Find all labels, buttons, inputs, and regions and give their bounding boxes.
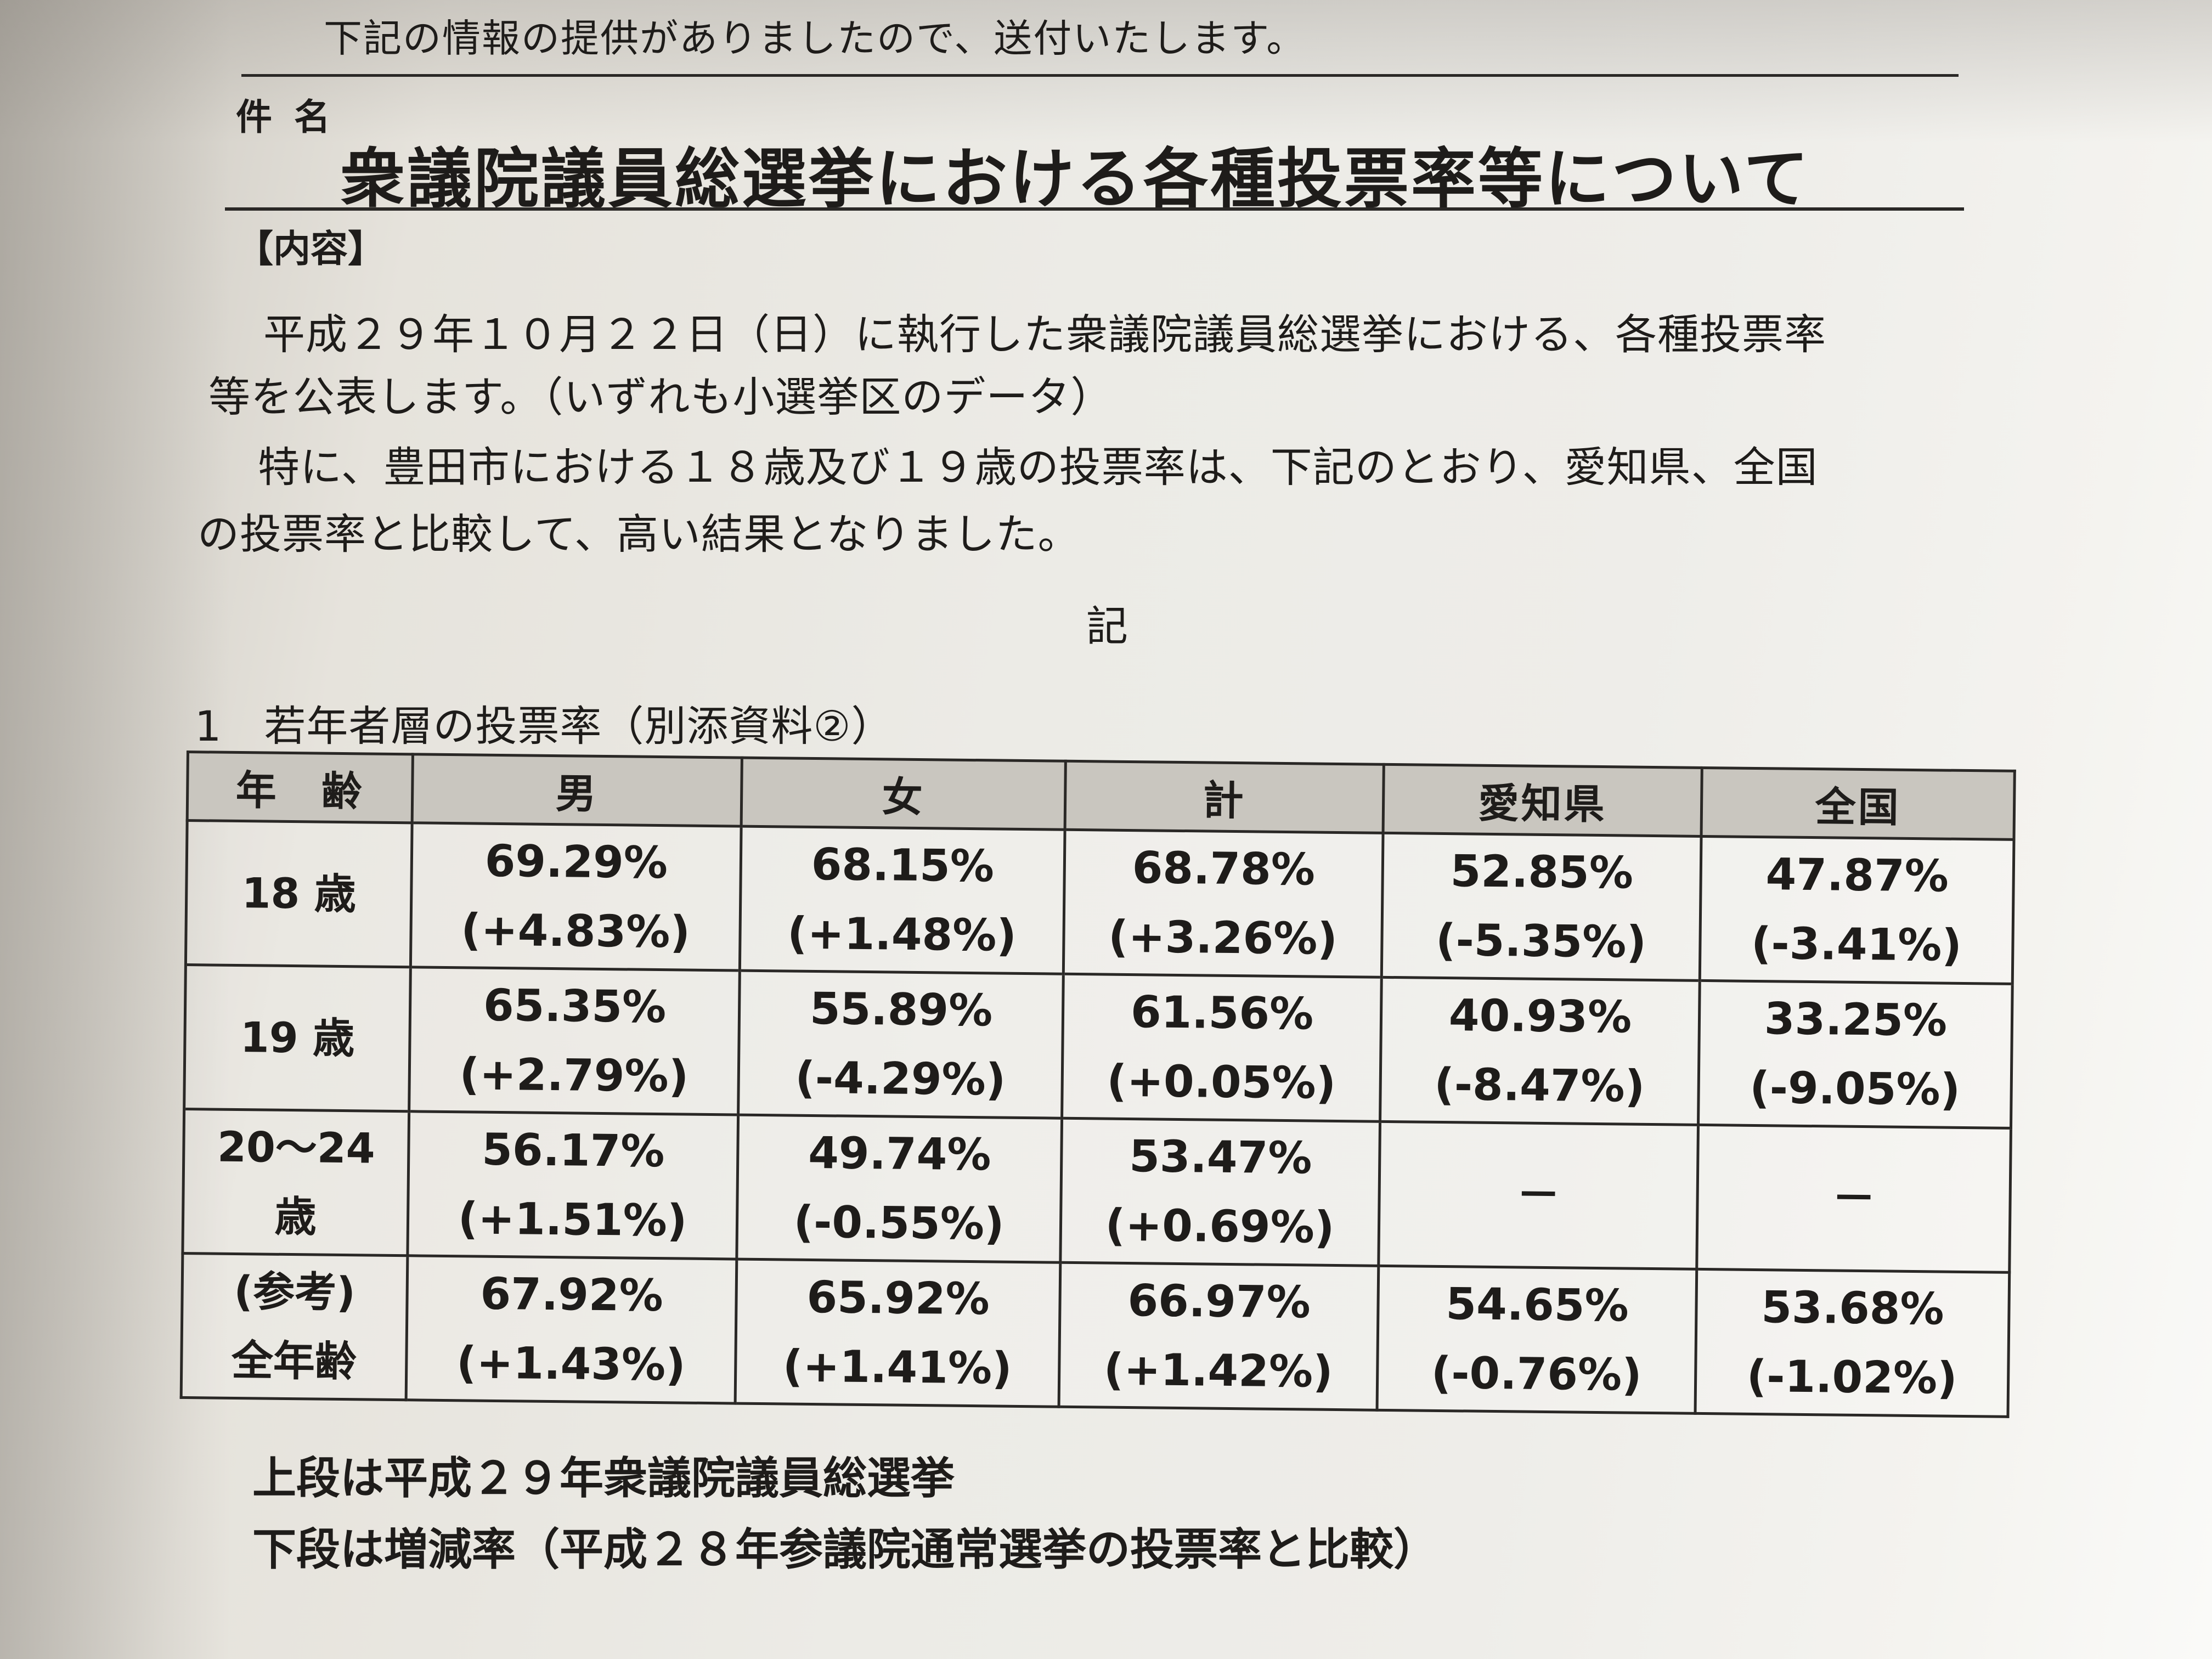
data-cell: 66.97% (+1.42%) [1059, 1262, 1379, 1410]
cell-change: (-5.35%) [1435, 914, 1647, 968]
paragraph-2-line-2: の投票率と比較して、高い結果となりました。 [198, 510, 1080, 558]
data-cell: 67.92% (+1.43%) [406, 1255, 737, 1404]
cell-change: (+2.79%) [459, 1048, 689, 1102]
cell-value: 54.65% [1445, 1278, 1629, 1331]
age-label-line-2: 全年齢 [231, 1335, 357, 1386]
table-row: 18 歳 69.29% (+4.83%) 68.15% (+1.48%) 68.78… [185, 820, 2014, 984]
cell-change: (+1.43%) [456, 1337, 686, 1391]
header-total: 計 [1065, 761, 1384, 833]
data-cell: 52.85% (-5.35%) [1381, 833, 1702, 981]
age-cell: 18 歳 [185, 820, 413, 967]
age-label: 18 歳 [241, 868, 357, 919]
cell-change: (-9.05%) [1749, 1062, 1961, 1115]
cell-change: (+0.05%) [1106, 1055, 1336, 1109]
table-row: (参考) 全年齢 67.92% (+1.43%) 65.92% (+1.41%) 6… [181, 1253, 2010, 1417]
cell-value: 67.92% [480, 1268, 664, 1322]
data-cell: 55.89% (-4.29%) [738, 970, 1064, 1119]
age-cell: 19 歳 [184, 964, 411, 1111]
cell-value: 65.92% [806, 1271, 990, 1325]
data-cell: 61.56% (+0.05%) [1062, 974, 1382, 1122]
cell-change: (-3.41%) [1751, 917, 1962, 971]
header-female: 女 [741, 758, 1066, 830]
note-lower-row: 下段は増減率（平成２８年参議院通常選挙の投票率と比較） [252, 1524, 1437, 1575]
data-cell: 53.47% (+0.69%) [1060, 1118, 1380, 1266]
cell-change: (+4.83%) [460, 904, 691, 958]
age-label: 19 歳 [240, 1013, 355, 1063]
cell-value: 52.85% [1450, 845, 1634, 899]
data-cell: 68.15% (+1.48%) [740, 826, 1065, 974]
cell-value: 68.15% [811, 838, 995, 892]
header-national: 全国 [1701, 768, 2015, 840]
data-cell: 53.68% (-1.02%) [1695, 1269, 2010, 1417]
notice-line: 下記の情報の提供がありましたので、送付いたします。 [324, 16, 1306, 61]
cell-change: (-0.76%) [1431, 1347, 1643, 1401]
cell-value: 33.25% [1764, 993, 1948, 1046]
cell-change: (+3.26%) [1108, 911, 1338, 964]
cell-change: (+1.48%) [787, 907, 1017, 961]
age-cell: (参考) 全年齢 [181, 1253, 408, 1400]
photo-shadow-top [0, 0, 2212, 143]
header-age: 年 齢 [187, 752, 413, 823]
cell-value: 53.68% [1760, 1282, 1945, 1335]
cell-change: (+1.42%) [1103, 1344, 1334, 1397]
paragraph-1-line-1: 平成２９年１０月２２日（日）に執行した衆議院議員総選挙における、各種投票率 [263, 310, 1826, 359]
section-1-title: 1 若年者層の投票率（別添資料②） [195, 702, 894, 751]
title-rule [225, 207, 1964, 211]
data-cell: 47.87% (-3.41%) [1700, 836, 2014, 984]
cell-value: 40.93% [1448, 990, 1632, 1043]
data-cell: 54.65% (-0.76%) [1377, 1266, 1697, 1414]
data-cell: 69.29% (+4.83%) [410, 822, 742, 971]
cell-value: 56.17% [481, 1124, 665, 1177]
data-cell: 33.25% (-9.05%) [1698, 980, 2013, 1128]
content-heading: 【内容】 [236, 228, 386, 271]
age-label-line-2: 歳 [274, 1192, 317, 1242]
data-cell: 65.92% (+1.41%) [735, 1259, 1060, 1407]
subject-title: 衆議院議員総選挙における各種投票率等について [340, 141, 1811, 217]
cell-change: (-4.29%) [794, 1052, 1006, 1105]
cell-value: 53.47% [1128, 1131, 1312, 1184]
photo-shadow-left [0, 0, 230, 1659]
cell-change: (-8.47%) [1434, 1058, 1645, 1112]
data-cell: 68.78% (+3.26%) [1063, 830, 1384, 978]
age-label: (参考) [233, 1266, 356, 1317]
ki-marker: 記 [1086, 602, 1128, 651]
top-rule [241, 74, 1959, 77]
cell-change: (+1.51%) [458, 1193, 687, 1246]
header-aichi: 愛知県 [1383, 764, 1702, 837]
table-row: 19 歳 65.35% (+2.79%) 55.89% (-4.29%) 61.56… [184, 964, 2013, 1128]
cell-value: － [1831, 1172, 1876, 1224]
age-label: 20～24 [217, 1122, 376, 1173]
cell-change: (+1.41%) [782, 1340, 1013, 1394]
data-cell: － [1378, 1121, 1699, 1269]
cell-value: 66.97% [1127, 1275, 1311, 1328]
cell-value: 65.35% [483, 979, 667, 1033]
cell-value: 68.78% [1132, 842, 1316, 895]
cell-value: 55.89% [809, 983, 993, 1036]
note-upper-row: 上段は平成２９年衆議院議員総選挙 [252, 1453, 955, 1504]
cell-value: － [1516, 1169, 1561, 1221]
data-cell: － [1696, 1125, 2011, 1273]
cell-change: (-0.55%) [793, 1196, 1005, 1250]
cell-value: 47.87% [1765, 849, 1949, 902]
header-male: 男 [412, 754, 742, 827]
table-row: 20～24 歳 56.17% (+1.51%) 49.74% (-0.55%) 53… [182, 1109, 2011, 1273]
cell-value: 49.74% [808, 1127, 991, 1181]
subject-label: 件名 [236, 96, 352, 138]
data-cell: 40.93% (-8.47%) [1380, 977, 1700, 1125]
age-cell: 20～24 歳 [182, 1109, 409, 1256]
paragraph-2-line-1: 特に、豊田市における１８歳及び１９歳の投票率は、下記のとおり、愛知県、全国 [258, 443, 1818, 492]
cell-change: (-1.02%) [1746, 1350, 1958, 1404]
cell-value: 61.56% [1130, 986, 1314, 1040]
youth-turnout-table: 年 齢 男 女 計 愛知県 全国 18 歳 69.29% (+4.83%) 68.… [180, 751, 2016, 1418]
data-cell: 56.17% (+1.51%) [407, 1111, 738, 1260]
cell-change: (+0.69%) [1105, 1199, 1335, 1253]
data-cell: 49.74% (-0.55%) [736, 1115, 1062, 1263]
paragraph-1-line-2: 等を公表します。（いずれも小選挙区のデータ） [208, 373, 1113, 421]
cell-value: 69.29% [484, 835, 668, 889]
data-cell: 65.35% (+2.79%) [409, 967, 740, 1115]
